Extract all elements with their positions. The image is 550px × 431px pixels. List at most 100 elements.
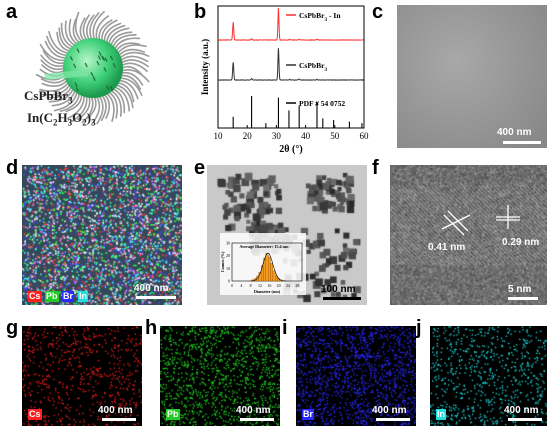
ligand-chain	[81, 96, 94, 124]
panel-letter-b: b	[194, 1, 207, 23]
ligand-chain	[85, 14, 95, 41]
scale-bar-label: 400 nm	[504, 405, 539, 416]
ligand-chain	[120, 59, 149, 68]
ligand-chain	[117, 44, 147, 54]
ligand-chain	[77, 95, 91, 121]
panel-letter-g: g	[6, 317, 19, 339]
eds-overlay-map: Cs Pb Br In 400 nm	[22, 165, 182, 305]
ligand-chain	[117, 82, 135, 103]
scale-bar	[376, 418, 410, 421]
surface-ligand	[76, 48, 80, 53]
ligand-chain	[71, 95, 88, 123]
scale-bar	[503, 141, 541, 144]
pb-dots	[160, 326, 280, 426]
histogram-bar	[268, 256, 271, 282]
surface-ligand	[69, 56, 74, 61]
ligand-chain	[112, 34, 137, 48]
legend-label: CsPbBr3 - In	[299, 11, 341, 23]
tag-in: In	[78, 291, 88, 302]
xrd-chart: 10 20 30 40 50 60 2θ (°) Intensity (a.u.) CsPbBr…	[200, 5, 369, 155]
overlay-dots	[22, 165, 182, 305]
ligand-chain	[119, 51, 150, 59]
inset-title: Average Diameter: 15.4 nm	[240, 244, 290, 249]
panel-letter-d: d	[6, 157, 19, 179]
ligand-chain	[53, 91, 78, 112]
inset-x-tick-label: 20	[277, 283, 281, 288]
ligand-chain	[108, 91, 119, 119]
sem-image: 400 nm	[397, 5, 547, 148]
br-dots	[296, 326, 416, 426]
ligand-chain	[51, 89, 76, 107]
ligand-chain	[120, 74, 142, 90]
inset-x-tick-label: 0	[231, 283, 233, 288]
ligand-chain	[108, 27, 130, 45]
x-tick-label: 40	[301, 131, 311, 141]
ligand-chain	[103, 22, 122, 43]
ligand-chain	[64, 20, 76, 47]
in-map: In 400 nm	[430, 326, 547, 426]
ligand-chain	[121, 69, 150, 83]
ligand-chain	[68, 18, 78, 45]
scale-bar	[136, 296, 176, 299]
ligand-chain	[103, 93, 111, 120]
scale-bar-label: 400 nm	[236, 405, 271, 416]
x-tick-label: 20	[243, 131, 253, 141]
ligand-chain	[118, 79, 139, 100]
inset-x-tick-label: 12	[258, 283, 262, 288]
ligand-chain	[60, 22, 74, 48]
scale-bar-label: 400 nm	[134, 283, 169, 294]
ligand-chain	[121, 62, 148, 73]
surface-ligand	[103, 67, 107, 72]
tag-cs: Cs	[28, 409, 42, 420]
scale-bar-label: 400 nm	[98, 405, 133, 416]
inset-y-tick-label: 30	[226, 241, 230, 246]
histogram-bar	[261, 265, 264, 282]
inset-y-tick-label: 20	[226, 253, 230, 258]
gaussian-fit	[250, 252, 286, 282]
ligand-chain	[118, 48, 146, 57]
ligand-chain	[86, 96, 97, 119]
histogram-bar	[272, 270, 276, 282]
panel-letter-f: f	[372, 157, 379, 179]
ligand-chain	[92, 10, 105, 40]
legend-label: PDF # 54 0752	[299, 99, 345, 108]
ligand-chain	[44, 40, 67, 59]
ligand-chain	[42, 50, 66, 65]
surface-ligand	[73, 63, 77, 68]
ligand-chain	[91, 95, 101, 125]
tag-cs: Cs	[28, 291, 42, 302]
tem-image: 0 4 8 12 16 20 24 28 0 10 20 30 Average Diameter: 15…	[207, 165, 367, 305]
perovskite-core	[63, 38, 123, 98]
surface-ligand	[90, 72, 94, 77]
ligand-chain	[58, 27, 72, 50]
ligand-chain	[115, 84, 134, 109]
x-tick-label: 50	[330, 131, 340, 141]
inset-x-tick-label: 28	[295, 283, 299, 288]
tag-br: Br	[62, 291, 75, 302]
ligand-chain	[82, 14, 90, 41]
ligand-chain	[46, 86, 72, 99]
surface-ligand	[106, 85, 110, 90]
cs-map: Cs 400 nm	[22, 326, 142, 426]
inset-x-tick-label: 16	[267, 283, 271, 288]
ligand-chain	[110, 89, 122, 117]
indium-acetate-label: In(C2H3O2)3	[27, 110, 96, 128]
surface-ligand	[110, 55, 114, 61]
cs-dots	[22, 326, 142, 426]
tag-pb: Pb	[45, 291, 59, 302]
br-map: Br 400 nm	[296, 326, 416, 426]
surface-ligand	[74, 82, 78, 87]
surface-ligand	[104, 57, 108, 62]
pb-map: Pb 400 nm	[160, 326, 280, 426]
scale-bar-label: 400 nm	[497, 127, 532, 138]
ligand-shell	[35, 10, 150, 125]
size-histogram: 0 4 8 12 16 20 24 28 0 10 20 30 Average Diameter: 15…	[220, 233, 306, 295]
scale-bar	[508, 418, 542, 421]
hrtem-image: 0.41 nm 0.29 nm 5 nm	[390, 165, 547, 305]
y-axis-label: Intensity (a.u.)	[200, 39, 210, 95]
ligand-chain	[100, 94, 107, 122]
ligand-chain	[79, 17, 86, 42]
ligand-chain	[41, 64, 65, 74]
tag-br: Br	[302, 409, 315, 420]
nanocrystal-schematic	[35, 10, 150, 125]
